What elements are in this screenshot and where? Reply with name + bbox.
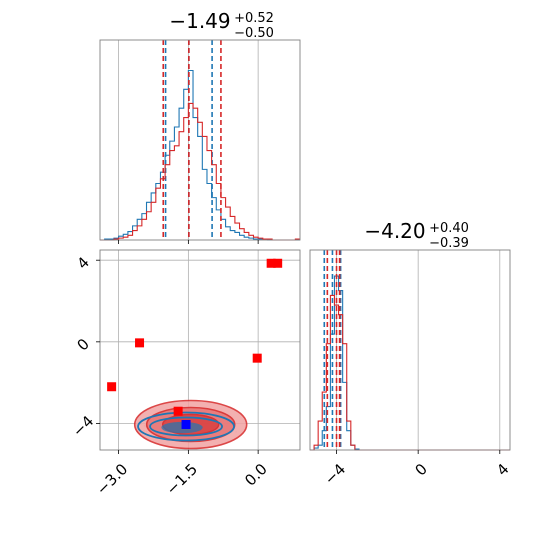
marginal-y-title-sup: +0.40 [429, 221, 469, 236]
marginal-y-hist-series-2 [310, 294, 510, 451]
marginal-y-tick-label: 4 [493, 460, 512, 479]
joint-blue-contour-outer [137, 411, 235, 442]
joint-x-tick-label: −1.5 [163, 460, 201, 498]
marginal-x-panel: −1.49 +0.52 −0.50 [99, 9, 301, 244]
marginal-y-title: −4.20 [364, 219, 425, 243]
marginal-x-title-sub: −0.50 [234, 26, 274, 41]
marginal-x-title: −1.49 [169, 9, 230, 33]
joint-red-marker [107, 382, 117, 392]
marginal-y-title-sub: −0.39 [429, 236, 469, 251]
joint-red-marker [173, 406, 183, 416]
joint-red-marker [273, 258, 283, 268]
joint-panel: −3.0 −1.5 0.0 −4 0 4 [69, 249, 301, 499]
marginal-y-frame [309, 249, 511, 451]
marginal-x-title-sup: +0.52 [234, 11, 274, 26]
joint-y-tick-label: 4 [73, 253, 92, 272]
joint-red-marker [135, 338, 145, 348]
joint-blue-contour-mid [149, 416, 223, 437]
joint-y-tick-label: −4 [69, 412, 97, 440]
joint-red-marker [252, 353, 262, 363]
marginal-x-frame [99, 39, 301, 241]
marginal-y-tick-label: 0 [411, 460, 430, 479]
marginal-y-panel: −4 0 4 −4.20 +0.40 −0.39 [309, 219, 513, 488]
marginal-x-hist-series-1 [100, 69, 300, 241]
joint-y-tick-label: 0 [73, 335, 92, 354]
joint-x-tick-label: 0.0 [241, 460, 271, 490]
marginal-y-hist-series-1 [310, 275, 510, 451]
joint-x-tick-label: −3.0 [93, 460, 131, 498]
joint-blue-marker [181, 419, 191, 429]
joint-red-marker [266, 258, 276, 268]
marginal-x-hist-series-2 [100, 102, 300, 241]
joint-frame [99, 249, 301, 451]
marginal-y-tick-label: −4 [321, 460, 349, 488]
